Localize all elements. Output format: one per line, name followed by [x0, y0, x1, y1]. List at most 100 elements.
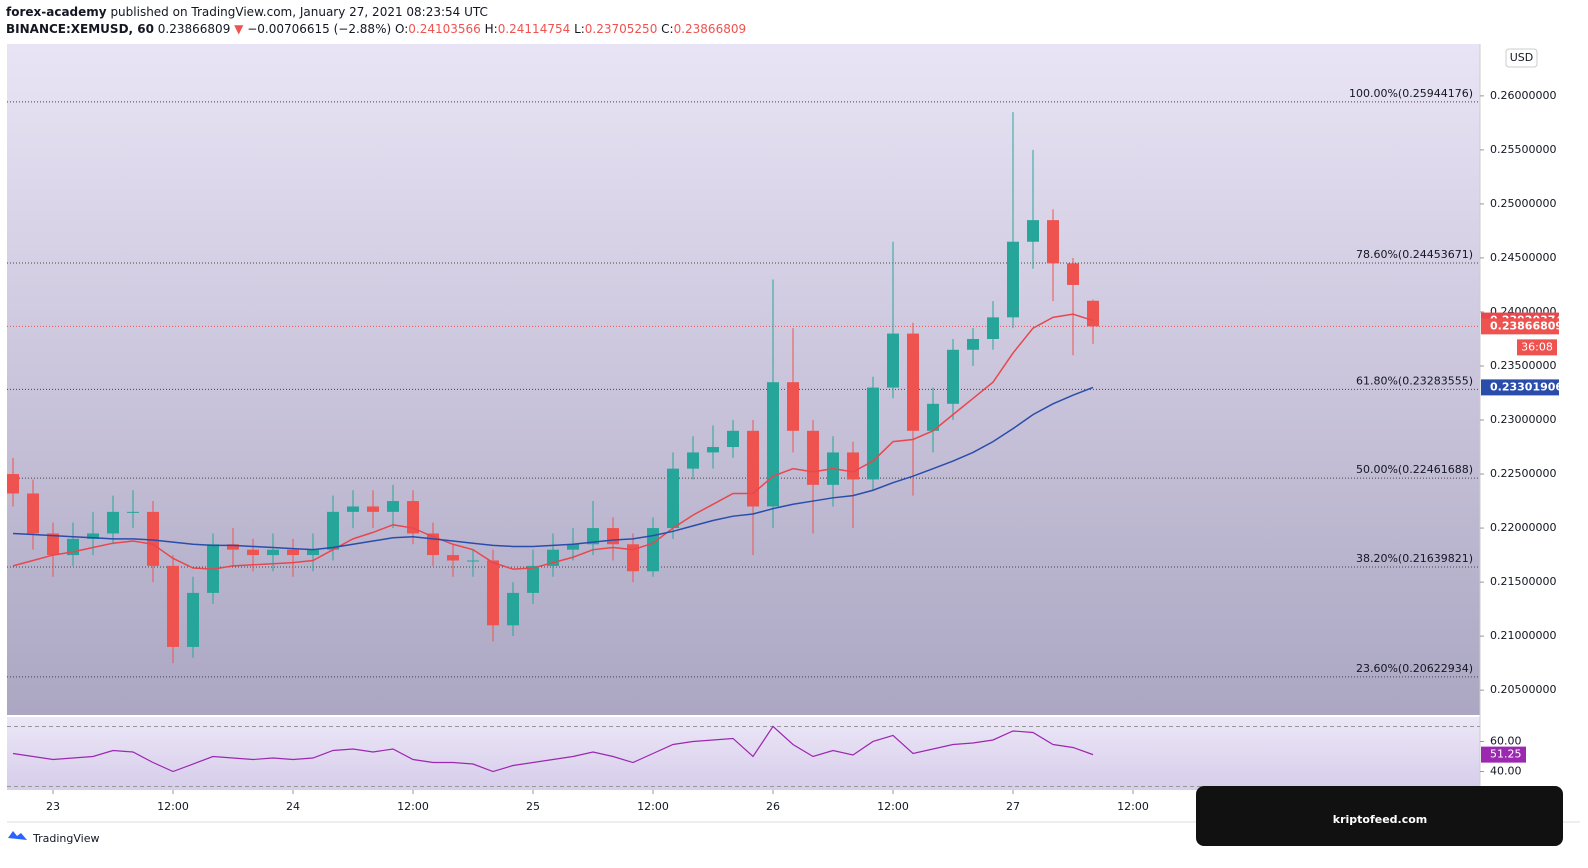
- price-pane: [7, 44, 1480, 715]
- logo-icon: [8, 831, 27, 840]
- y-tick-label: 0.26000000: [1490, 89, 1556, 102]
- rsi-pane: [7, 717, 1480, 790]
- symbol: BINANCE:XEMUSD, 60: [6, 22, 154, 36]
- candle-body: [327, 511, 339, 550]
- x-tick-label: 24: [286, 800, 300, 813]
- candle-body: [987, 317, 999, 339]
- y-tick-label: 0.21000000: [1490, 629, 1556, 642]
- candle-body: [727, 430, 739, 448]
- ohlc-value: 0.23866809: [674, 22, 747, 36]
- currency-box[interactable]: [1505, 48, 1538, 68]
- currency: USD: [1510, 51, 1534, 64]
- rsi-tick-label: 60.00: [1490, 734, 1522, 747]
- candle-body: [47, 533, 59, 556]
- x-tick-label: 27: [1006, 800, 1020, 813]
- y-tick-label: 0.21500000: [1490, 575, 1556, 588]
- moving-average: [12, 386, 1094, 551]
- candle-body: [247, 549, 259, 556]
- candle-body: [127, 511, 139, 513]
- plot: 0.26000000 0.25500000 0.25000000 0.24500000…: [7, 87, 1563, 813]
- candle-body: [27, 493, 39, 534]
- y-tick-label: 0.23500000: [1490, 359, 1556, 372]
- candle-body: [167, 565, 179, 647]
- candle-body: [407, 501, 419, 534]
- x-tick-label: 12:00: [157, 800, 189, 813]
- y-tick-label: 0.22500000: [1490, 467, 1556, 480]
- header-line-1: forex-academy published on TradingView.c…: [6, 5, 488, 19]
- countdown: 36:08: [1521, 340, 1553, 353]
- candle-body: [627, 544, 639, 572]
- y-tick-label: 0.25500000: [1490, 143, 1556, 156]
- candle-body: [947, 349, 959, 404]
- candle-body: [507, 592, 519, 626]
- ohlc-key: L:: [574, 22, 585, 36]
- candle-body: [267, 549, 279, 556]
- candle-body: [7, 474, 19, 494]
- countdown-bg: [1517, 339, 1557, 356]
- rsi-value: 51.25: [1490, 748, 1522, 761]
- published: published on TradingView.com, January 27…: [110, 5, 487, 19]
- watermark-box: [1196, 786, 1563, 846]
- ohlc-value: 0.24114754: [498, 22, 571, 36]
- candle-body: [707, 447, 719, 453]
- x-tick-label: 23: [46, 800, 60, 813]
- x-tick-label: 12:00: [637, 800, 669, 813]
- fib-label: 61.80%(0.23283555): [1356, 374, 1473, 387]
- candle-body: [1047, 220, 1059, 264]
- candle-body: [907, 333, 919, 431]
- ohlc-value: 0.24103566: [408, 22, 481, 36]
- candle-body: [767, 382, 779, 507]
- candle-body: [447, 555, 459, 561]
- author: forex-academy: [6, 5, 107, 19]
- candle-body: [187, 592, 199, 647]
- candle-body: [387, 501, 399, 512]
- candle-body: [567, 544, 579, 550]
- rsi-line: [12, 725, 1094, 773]
- ohlc-key: H:: [485, 22, 498, 36]
- candle-body: [347, 506, 359, 512]
- candle-body: [1007, 241, 1019, 318]
- candle-body: [847, 452, 859, 480]
- candle-body: [287, 549, 299, 556]
- y-tick-label: 0.22000000: [1490, 521, 1556, 534]
- candle-body: [1027, 220, 1039, 242]
- y-tick-label: 0.23000000: [1490, 413, 1556, 426]
- candle-body: [587, 528, 599, 545]
- candle-body: [647, 528, 659, 572]
- x-tick-label: 12:00: [877, 800, 909, 813]
- fib-label: 23.60%(0.20622934): [1356, 662, 1473, 675]
- candle-body: [807, 430, 819, 485]
- fib-label: 38.20%(0.21639821): [1356, 552, 1473, 565]
- candle-body: [467, 560, 479, 562]
- candle-body: [307, 549, 319, 556]
- change: −0.00706615 (−2.88%): [247, 22, 391, 36]
- candle-body: [1087, 300, 1099, 327]
- candle-body: [107, 511, 119, 534]
- ma-slow-label-bg: [1481, 379, 1559, 396]
- candle-body: [367, 506, 379, 512]
- header-line-2: BINANCE:XEMUSD, 60 0.23866809 ▼ −0.00706…: [6, 22, 746, 36]
- y-tick-label: 0.24500000: [1490, 251, 1556, 264]
- rsi-value-bg: [1481, 746, 1526, 763]
- candle-body: [967, 338, 979, 350]
- candle-body: [607, 528, 619, 545]
- watermark: kriptofeed.com: [1333, 813, 1428, 826]
- x-tick-label: 25: [526, 800, 540, 813]
- logo: TradingView: [32, 832, 99, 845]
- ohlc-key: C:: [661, 22, 673, 36]
- candle-body: [927, 403, 939, 431]
- fib-label: 78.60%(0.24453671): [1356, 248, 1473, 261]
- candle-body: [667, 468, 679, 529]
- y-tick-label: 0.20500000: [1490, 683, 1556, 696]
- candle-body: [147, 511, 159, 566]
- arrow: ▼: [234, 22, 244, 36]
- ohlc-value: 0.23705250: [585, 22, 658, 36]
- candle-body: [227, 544, 239, 550]
- candle-body: [527, 565, 539, 593]
- price: 0.23866809: [158, 22, 231, 36]
- rsi-tick-label: 40.00: [1490, 765, 1522, 778]
- candle-body: [887, 333, 899, 388]
- y-tick-label: 0.25000000: [1490, 197, 1556, 210]
